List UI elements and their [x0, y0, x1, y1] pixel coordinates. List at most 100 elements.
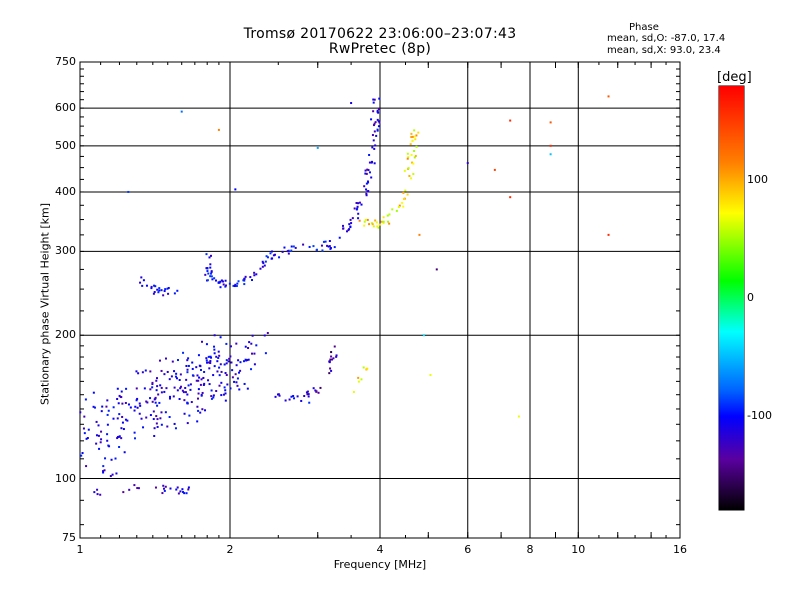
- data-point: [274, 395, 277, 398]
- data-point: [349, 218, 352, 221]
- data-point: [364, 172, 367, 175]
- data-point: [374, 219, 377, 222]
- data-point: [414, 154, 417, 157]
- data-point: [106, 399, 109, 402]
- data-point: [224, 389, 227, 392]
- data-point: [377, 226, 380, 229]
- stats-x-mode: mean, sd,X: 93.0, 23.4: [607, 45, 721, 56]
- data-point: [153, 284, 156, 287]
- data-point: [156, 385, 159, 388]
- data-point: [229, 387, 232, 390]
- data-point: [202, 376, 205, 379]
- data-point: [307, 393, 310, 396]
- data-point: [163, 290, 166, 293]
- data-point: [226, 383, 229, 386]
- data-point: [517, 415, 520, 418]
- data-point: [380, 220, 383, 223]
- data-point: [93, 491, 96, 494]
- data-point: [218, 384, 221, 387]
- data-point: [225, 359, 228, 362]
- data-point: [329, 358, 332, 361]
- data-point: [121, 402, 124, 405]
- data-point: [377, 125, 380, 128]
- data-point: [135, 387, 138, 390]
- data-point: [366, 168, 369, 171]
- data-point: [224, 372, 227, 375]
- data-point: [368, 171, 371, 174]
- data-point: [357, 217, 360, 220]
- data-point: [200, 394, 203, 397]
- data-point: [364, 218, 367, 221]
- data-point: [158, 287, 161, 290]
- data-point: [178, 398, 181, 401]
- data-point: [95, 420, 98, 423]
- data-point: [184, 386, 187, 389]
- data-point: [159, 417, 162, 420]
- data-point: [222, 393, 225, 396]
- data-point: [357, 380, 360, 383]
- data-point: [330, 351, 333, 354]
- data-point: [331, 358, 334, 361]
- data-point: [278, 256, 281, 259]
- data-point: [174, 427, 177, 430]
- data-point: [183, 492, 186, 495]
- data-point: [191, 374, 194, 377]
- data-point: [314, 389, 317, 392]
- data-point: [259, 267, 262, 270]
- data-point: [209, 266, 212, 269]
- data-point: [162, 294, 165, 297]
- data-point: [173, 386, 176, 389]
- data-point: [348, 228, 351, 231]
- data-point: [360, 378, 363, 381]
- data-point: [220, 279, 223, 282]
- data-point: [199, 383, 202, 386]
- data-point: [255, 344, 258, 347]
- data-point: [214, 279, 217, 282]
- data-point: [246, 387, 249, 390]
- data-point: [376, 109, 379, 112]
- data-point: [92, 391, 95, 394]
- data-point: [342, 227, 345, 230]
- data-point: [120, 396, 123, 399]
- data-point: [186, 401, 189, 404]
- data-point: [109, 475, 112, 478]
- data-point: [79, 411, 82, 414]
- data-point: [182, 351, 185, 354]
- data-point: [203, 370, 206, 373]
- data-point: [222, 283, 225, 286]
- data-point: [371, 222, 374, 225]
- data-point: [100, 438, 103, 441]
- data-point: [203, 382, 206, 385]
- data-point: [294, 246, 297, 249]
- data-point: [235, 364, 238, 367]
- data-point: [409, 143, 412, 146]
- data-point: [377, 108, 380, 111]
- data-point: [163, 390, 166, 393]
- data-point: [332, 357, 335, 360]
- stats-o-mode: mean, sd,O: -87.0, 17.4: [607, 33, 726, 44]
- data-point: [350, 102, 353, 105]
- data-point: [199, 411, 202, 414]
- colorbar-tick-label: -100: [747, 408, 772, 422]
- data-point: [116, 417, 119, 420]
- data-point: [139, 281, 142, 284]
- data-point: [329, 247, 332, 250]
- data-point: [305, 391, 308, 394]
- data-point: [263, 264, 266, 267]
- data-point: [135, 399, 138, 402]
- data-point: [382, 222, 385, 225]
- data-point: [160, 391, 163, 394]
- data-point: [377, 111, 380, 114]
- data-point: [170, 375, 173, 378]
- data-point: [129, 406, 132, 409]
- axis-ticks: [80, 62, 680, 538]
- data-point: [429, 374, 432, 377]
- data-point: [330, 355, 333, 358]
- data-point: [213, 365, 216, 368]
- x-tick-label: 10: [571, 543, 586, 556]
- data-point: [235, 381, 238, 384]
- data-point: [348, 223, 351, 226]
- data-point: [134, 405, 137, 408]
- data-point: [413, 156, 416, 159]
- data-point: [153, 398, 156, 401]
